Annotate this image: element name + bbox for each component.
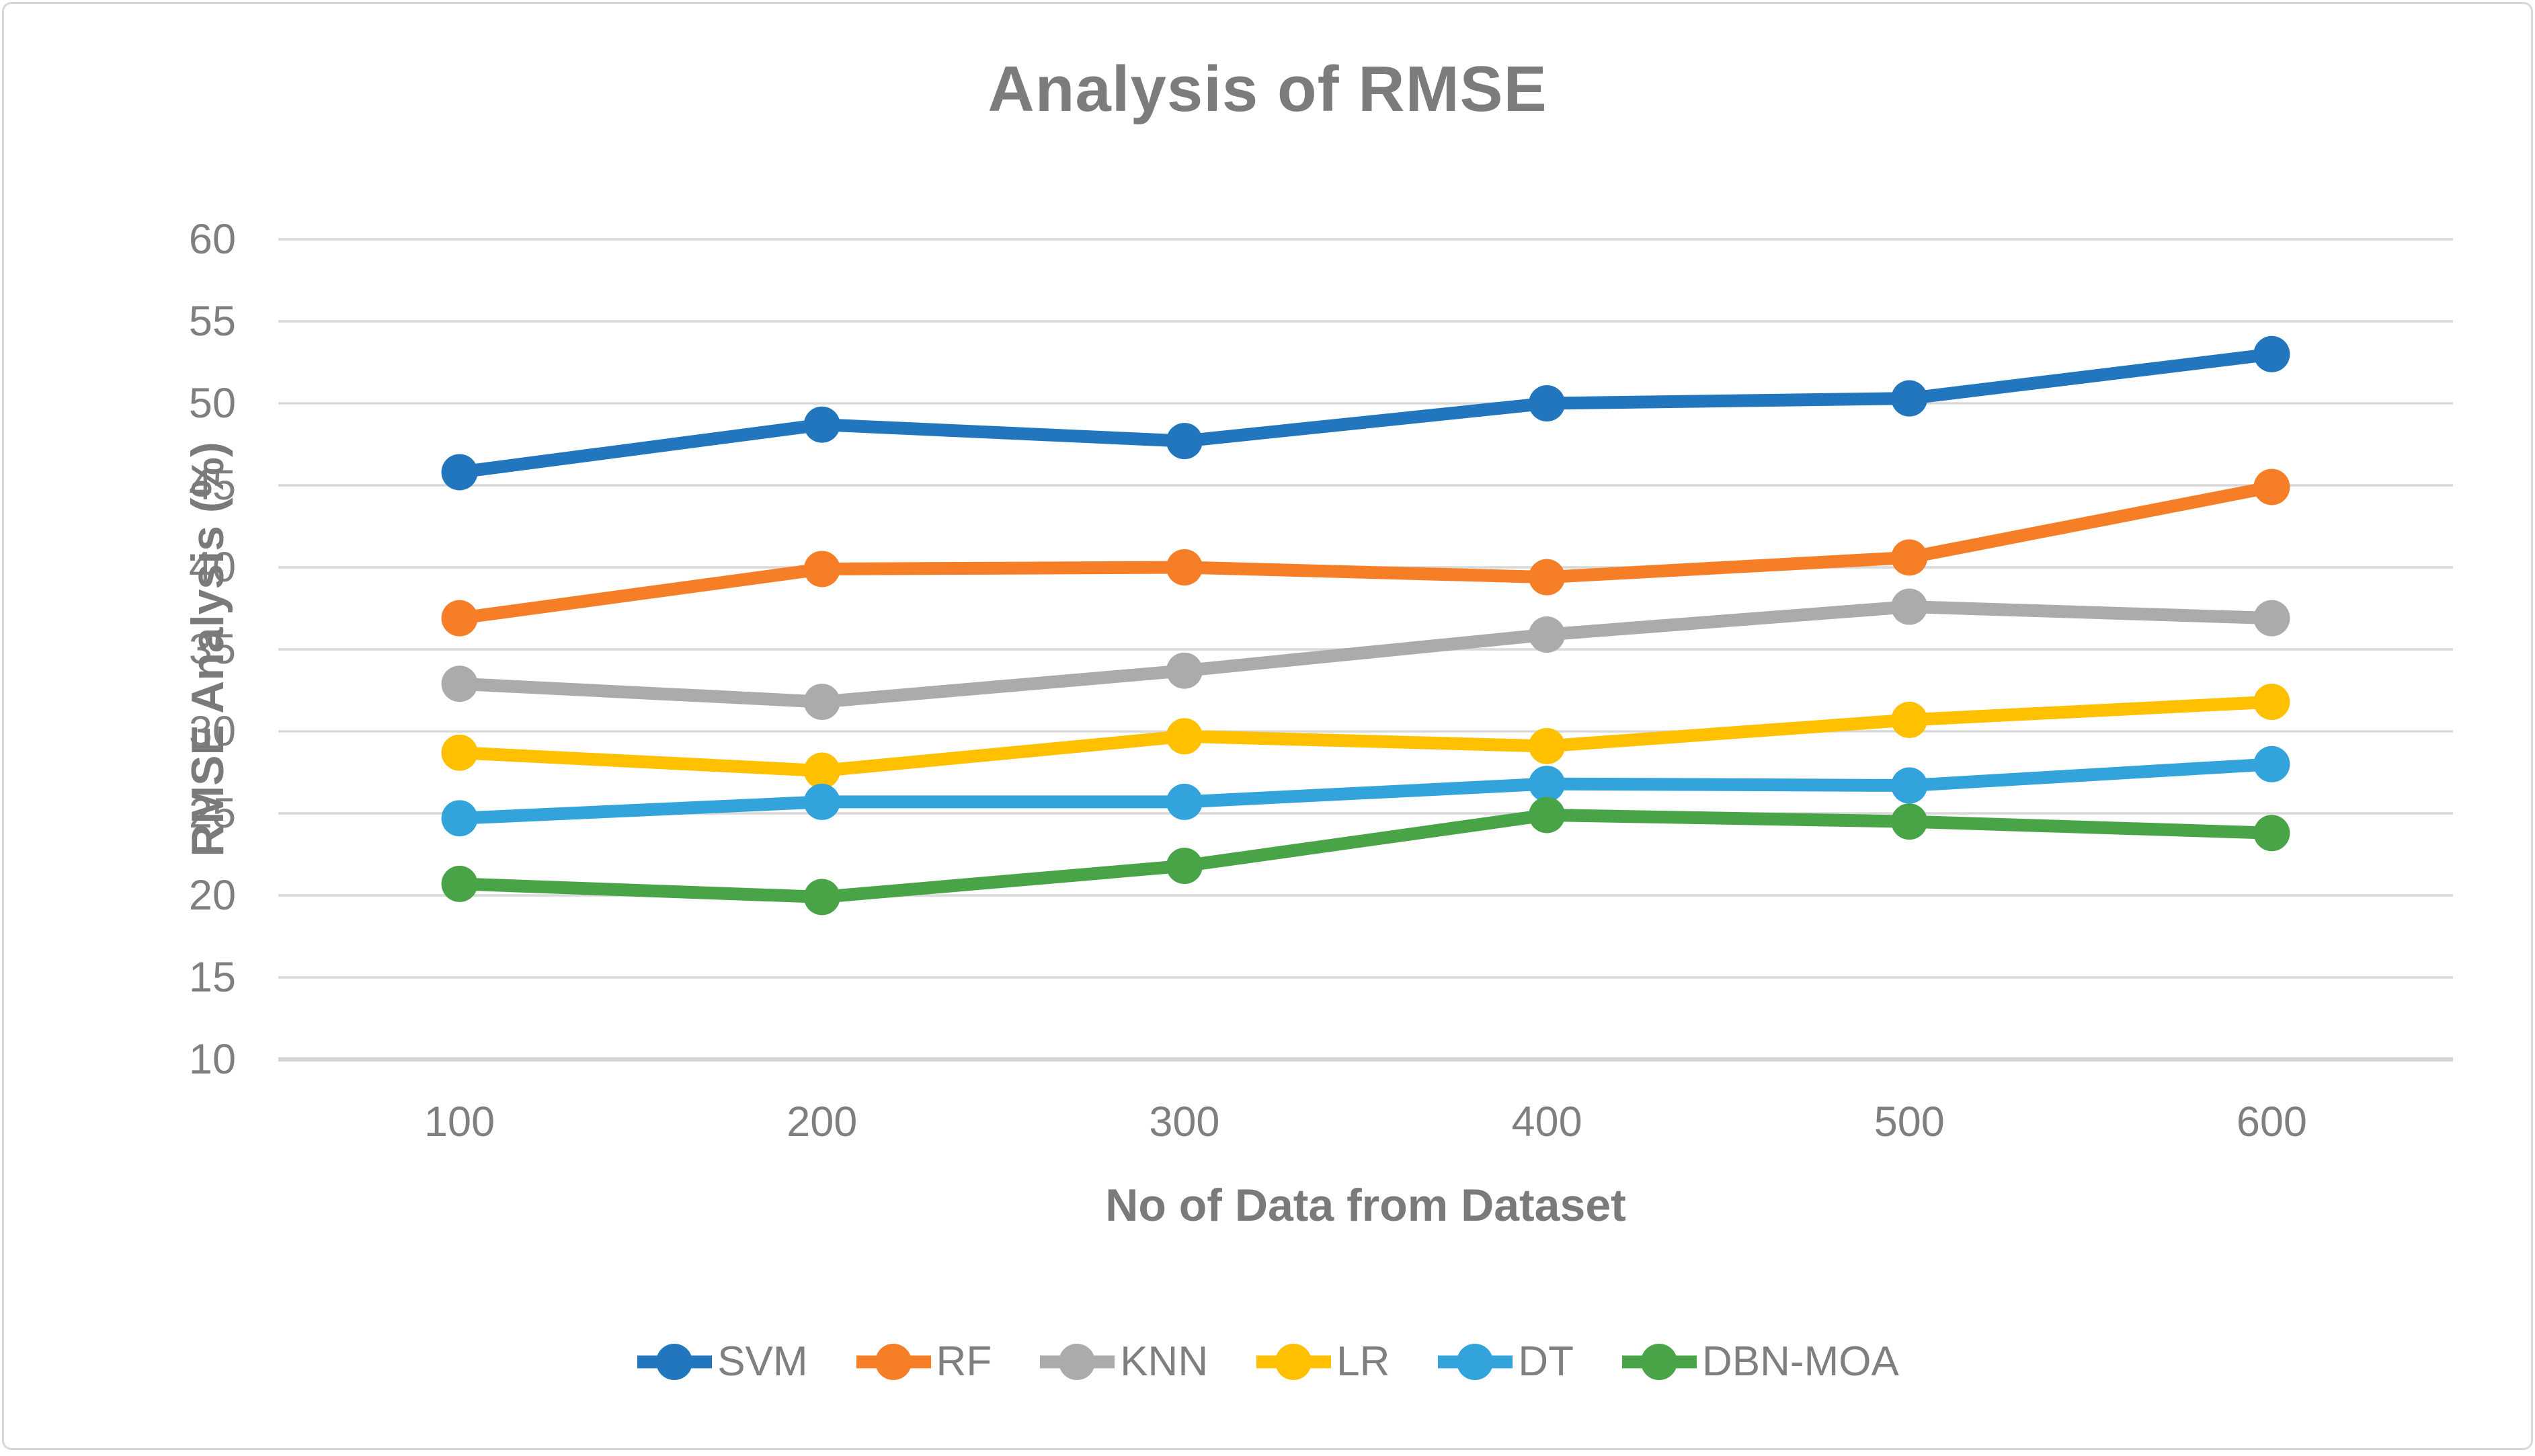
series-line-KNN	[453, 600, 2278, 709]
legend-label: DT	[1518, 1338, 1574, 1385]
data-point-DBN-MOA-100	[441, 865, 478, 902]
data-point-SVM-300	[1166, 423, 1203, 460]
data-point-LR-200	[803, 752, 840, 789]
series-line-DT	[453, 758, 2278, 825]
data-point-RF-200	[803, 551, 840, 588]
x-tick-label: 100	[424, 1098, 495, 1145]
data-point-DBN-MOA-400	[1529, 797, 1566, 834]
data-point-DT-400	[1529, 766, 1566, 803]
data-point-RF-100	[441, 600, 478, 637]
plot-area	[278, 238, 2453, 1062]
data-point-DT-600	[2253, 745, 2290, 782]
y-tick-label: 55	[188, 298, 236, 345]
series-line-DBN-MOA	[453, 808, 2278, 903]
y-tick-label: 20	[188, 872, 236, 919]
legend-label: LR	[1336, 1338, 1390, 1385]
data-point-SVM-500	[1891, 380, 1928, 417]
chart-legend: SVM RF KNN LR DT DBN-MOA	[4, 1338, 2531, 1385]
legend-marker-icon	[1622, 1344, 1697, 1380]
series-line-SVM	[453, 348, 2278, 479]
data-point-KNN-300	[1166, 652, 1203, 689]
data-point-DBN-MOA-200	[803, 879, 840, 916]
legend-marker-icon	[1438, 1344, 1513, 1380]
series-line-RF	[453, 480, 2278, 625]
data-point-DBN-MOA-500	[1891, 803, 1928, 840]
legend-label: KNN	[1120, 1338, 1209, 1385]
data-point-RF-300	[1166, 549, 1203, 585]
data-point-DT-500	[1891, 767, 1928, 804]
data-point-DBN-MOA-600	[2253, 815, 2290, 852]
x-tick-label: 400	[1511, 1098, 1582, 1145]
legend-item-RF: RF	[855, 1338, 992, 1385]
data-point-LR-100	[441, 734, 478, 771]
legend-item-DT: DT	[1437, 1338, 1574, 1385]
data-point-RF-600	[2253, 469, 2290, 505]
x-tick-label: 600	[2236, 1098, 2307, 1145]
x-tick-label: 200	[787, 1098, 858, 1145]
legend-marker-icon	[1040, 1344, 1115, 1380]
data-point-DT-100	[441, 800, 478, 837]
data-point-DBN-MOA-300	[1166, 848, 1203, 885]
x-axis-title: No of Data from Dataset	[1105, 1180, 1626, 1231]
y-tick-label: 10	[188, 1036, 236, 1083]
data-point-KNN-400	[1529, 616, 1566, 653]
y-tick-label: 40	[188, 544, 236, 591]
legend-label: SVM	[717, 1338, 808, 1385]
y-tick-label: 15	[188, 954, 236, 1001]
y-tick-label: 60	[188, 216, 236, 263]
data-point-KNN-200	[803, 684, 840, 721]
data-point-LR-400	[1529, 727, 1566, 764]
y-tick-label: 45	[188, 462, 236, 509]
data-point-LR-600	[2253, 684, 2290, 721]
legend-label: RF	[936, 1338, 992, 1385]
data-point-KNN-100	[441, 665, 478, 702]
legend-item-LR: LR	[1255, 1338, 1390, 1385]
data-point-SVM-600	[2253, 335, 2290, 372]
data-point-RF-400	[1529, 559, 1566, 596]
chart-title: Analysis of RMSE	[988, 53, 1547, 125]
legend-item-DBN-MOA: DBN-MOA	[1621, 1338, 1899, 1385]
y-tick-label: 30	[188, 708, 236, 755]
y-tick-label: 50	[188, 380, 236, 427]
legend-label: DBN-MOA	[1702, 1338, 1899, 1385]
data-point-SVM-100	[441, 454, 478, 491]
data-point-LR-500	[1891, 701, 1928, 738]
legend-marker-icon	[856, 1344, 931, 1380]
data-point-RF-500	[1891, 539, 1928, 576]
series-line-LR	[453, 695, 2278, 778]
x-tick-label: 300	[1149, 1098, 1220, 1145]
data-point-LR-300	[1166, 718, 1203, 755]
data-point-SVM-200	[803, 406, 840, 443]
y-tick-label: 25	[188, 790, 236, 837]
data-point-DT-200	[803, 783, 840, 820]
data-point-KNN-500	[1891, 588, 1928, 625]
y-tick-label: 35	[188, 626, 236, 673]
data-point-SVM-400	[1529, 385, 1566, 421]
data-point-KNN-600	[2253, 600, 2290, 637]
legend-marker-icon	[1256, 1344, 1332, 1380]
data-point-DT-300	[1166, 783, 1203, 820]
legend-item-KNN: KNN	[1039, 1338, 1208, 1385]
legend-marker-icon	[637, 1344, 713, 1380]
x-tick-label: 500	[1874, 1098, 1945, 1145]
y-axis-title: RMSE Analysis (%)	[182, 442, 233, 857]
legend-item-SVM: SVM	[636, 1338, 808, 1385]
